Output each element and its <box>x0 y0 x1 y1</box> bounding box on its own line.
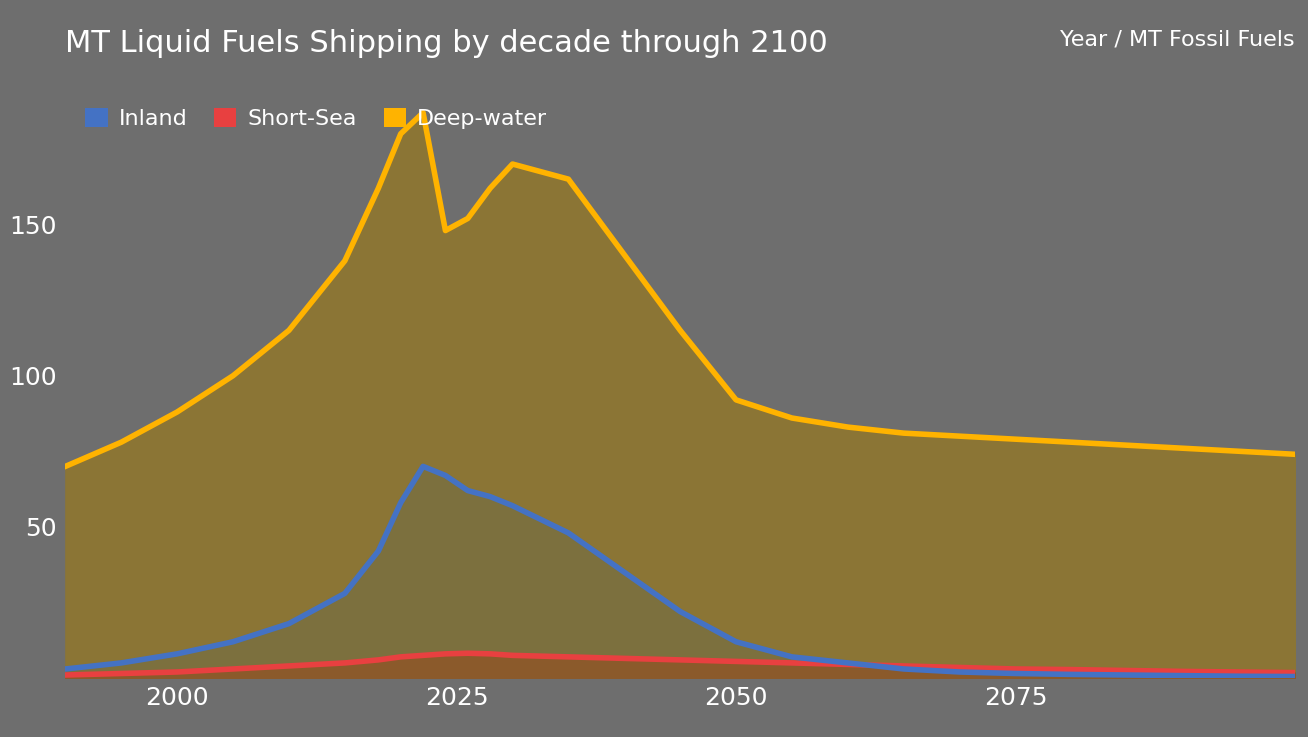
Legend: Inland, Short-Sea, Deep-water: Inland, Short-Sea, Deep-water <box>76 99 556 139</box>
Text: Year / MT Fossil Fuels: Year / MT Fossil Fuels <box>1061 29 1295 49</box>
Text: MT Liquid Fuels Shipping by decade through 2100: MT Liquid Fuels Shipping by decade throu… <box>65 29 828 58</box>
